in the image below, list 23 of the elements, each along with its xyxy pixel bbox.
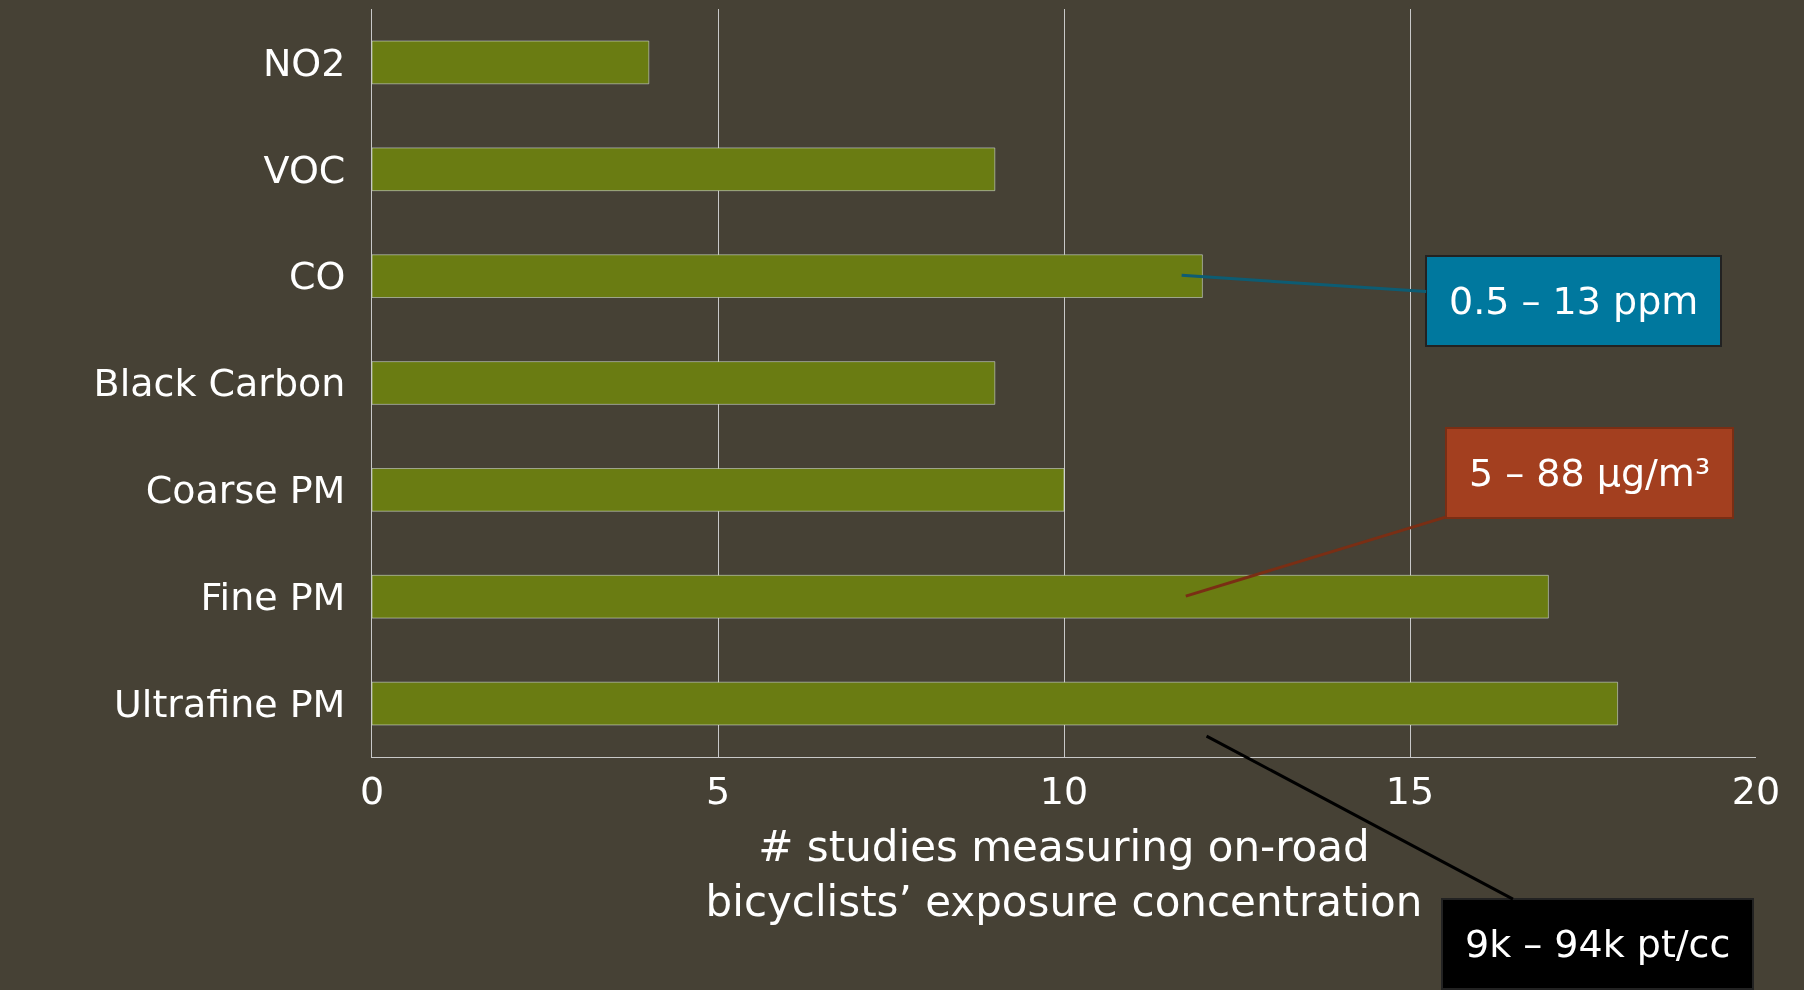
y-tick-label: Black Carbon xyxy=(93,361,346,406)
x-tick-label: 15 xyxy=(1385,768,1435,813)
bar xyxy=(372,468,1065,512)
y-tick-label: Ultrafine PM xyxy=(114,681,346,726)
y-tick-label: VOC xyxy=(263,147,346,192)
text: 9k – 94k pt/cc xyxy=(1465,922,1731,966)
annotation: 0.5 – 13 ppm xyxy=(1449,279,1699,323)
bar xyxy=(372,254,1203,298)
bar xyxy=(372,40,650,85)
y-tick-label: Coarse PM xyxy=(145,468,346,513)
bar xyxy=(372,147,996,191)
y-tick-label: NO2 xyxy=(262,40,346,85)
x-tick-label: 20 xyxy=(1731,768,1781,813)
x-tick-label: 5 xyxy=(705,768,731,813)
bar xyxy=(372,361,996,405)
bar xyxy=(372,575,1549,619)
x-axis-title: # studies measuring on-road bicyclists’ exposure concentration xyxy=(705,822,1423,927)
x-tick-label: 0 xyxy=(359,768,385,813)
x-tick-label: 10 xyxy=(1039,768,1089,813)
annotation: 5 – 88 μg/m³ xyxy=(1469,451,1711,495)
y-tick-label: Fine PM xyxy=(200,575,346,620)
bar xyxy=(372,681,1618,726)
y-tick-label: CO xyxy=(288,254,346,299)
